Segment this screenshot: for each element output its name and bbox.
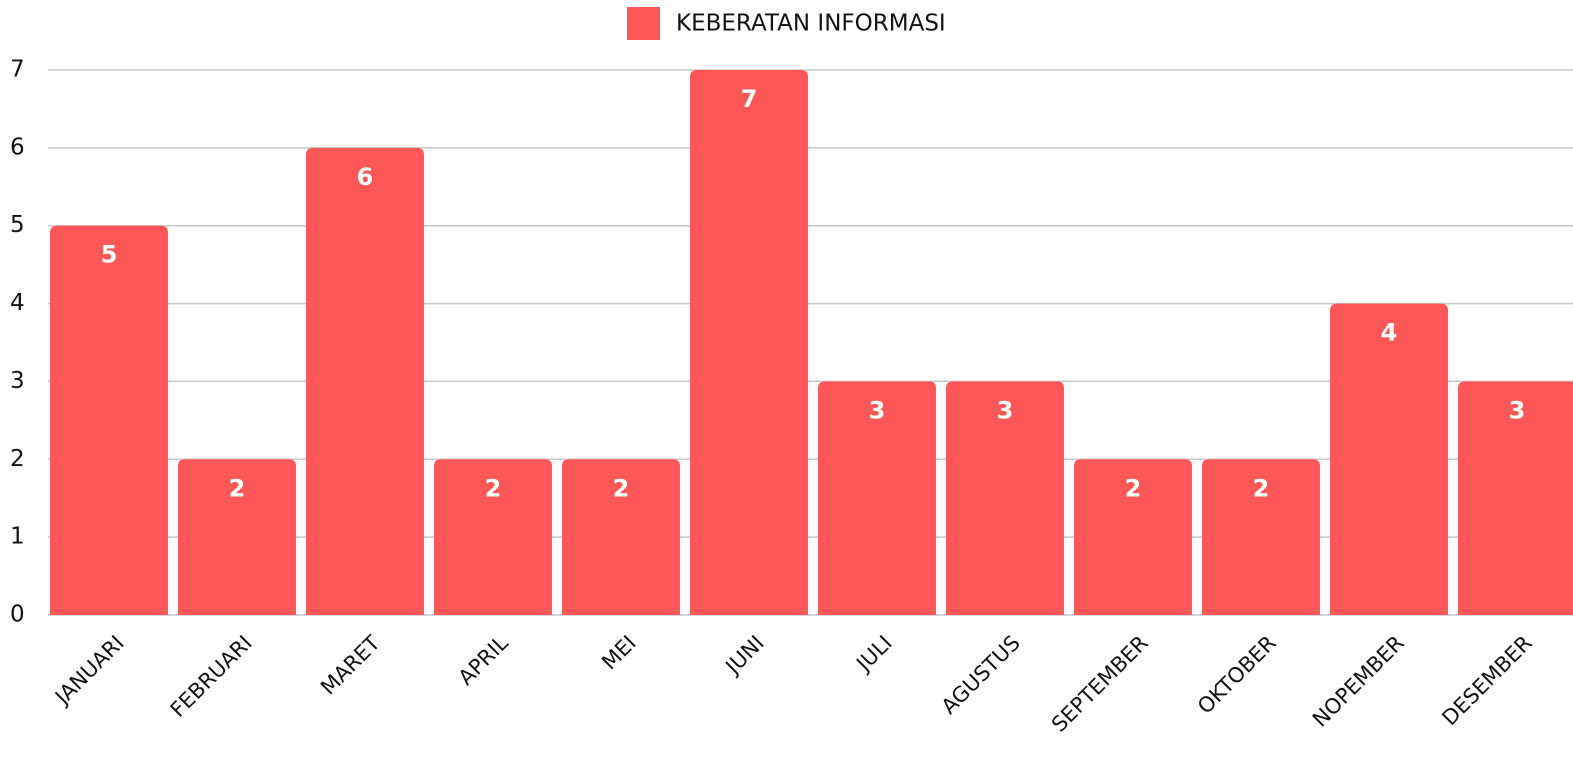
data-label: 2: [1253, 474, 1270, 502]
legend-label: KEBERATAN INFORMASI: [676, 11, 946, 37]
data-label: 6: [357, 163, 374, 191]
y-tick-label: 0: [10, 602, 25, 628]
data-label: 3: [869, 396, 886, 424]
y-tick-label: 6: [10, 134, 25, 160]
x-tick-label: JUNI: [720, 631, 769, 680]
bar: [306, 147, 424, 615]
bar: [50, 225, 168, 615]
data-label: 3: [997, 396, 1014, 424]
data-label: 2: [485, 474, 502, 502]
bar: [1074, 459, 1192, 615]
x-tick-label: FEBRUARI: [166, 631, 257, 722]
bar: [946, 381, 1064, 615]
data-label: 2: [1125, 474, 1142, 502]
y-tick-label: 7: [10, 57, 25, 83]
x-tick-label: DESEMBER: [1437, 631, 1536, 730]
data-label: 5: [101, 241, 118, 269]
bar: [434, 459, 552, 615]
data-label: 4: [1381, 319, 1398, 347]
x-tick-label: SEPTEMBER: [1047, 631, 1153, 737]
bar: [1458, 381, 1573, 615]
data-label: 2: [613, 474, 630, 502]
data-label: 2: [229, 474, 246, 502]
data-label: 7: [741, 85, 758, 113]
x-tick-label: APRIL: [454, 631, 513, 690]
y-tick-label: 3: [10, 368, 25, 394]
x-tick-label: JULI: [850, 631, 896, 677]
bar: [1330, 303, 1448, 615]
x-tick-label: MEI: [597, 631, 641, 675]
bar: [818, 381, 936, 615]
x-tick-label: NOPEMBER: [1308, 631, 1409, 732]
bar: [178, 459, 296, 615]
data-label: 3: [1509, 396, 1526, 424]
y-tick-label: 4: [10, 290, 25, 316]
x-tick-label: AGUSTUS: [937, 631, 1025, 719]
x-tick-label: OKTOBER: [1193, 631, 1281, 719]
y-tick-label: 2: [10, 446, 25, 472]
legend-swatch: [627, 7, 660, 40]
x-tick-label: MARET: [316, 631, 385, 700]
y-tick-label: 5: [10, 212, 25, 238]
x-tick-label: JANUARI: [49, 631, 128, 710]
bar: [562, 459, 680, 615]
y-tick-label: 1: [10, 524, 25, 550]
bar: [1202, 459, 1320, 615]
bar: [690, 70, 808, 615]
